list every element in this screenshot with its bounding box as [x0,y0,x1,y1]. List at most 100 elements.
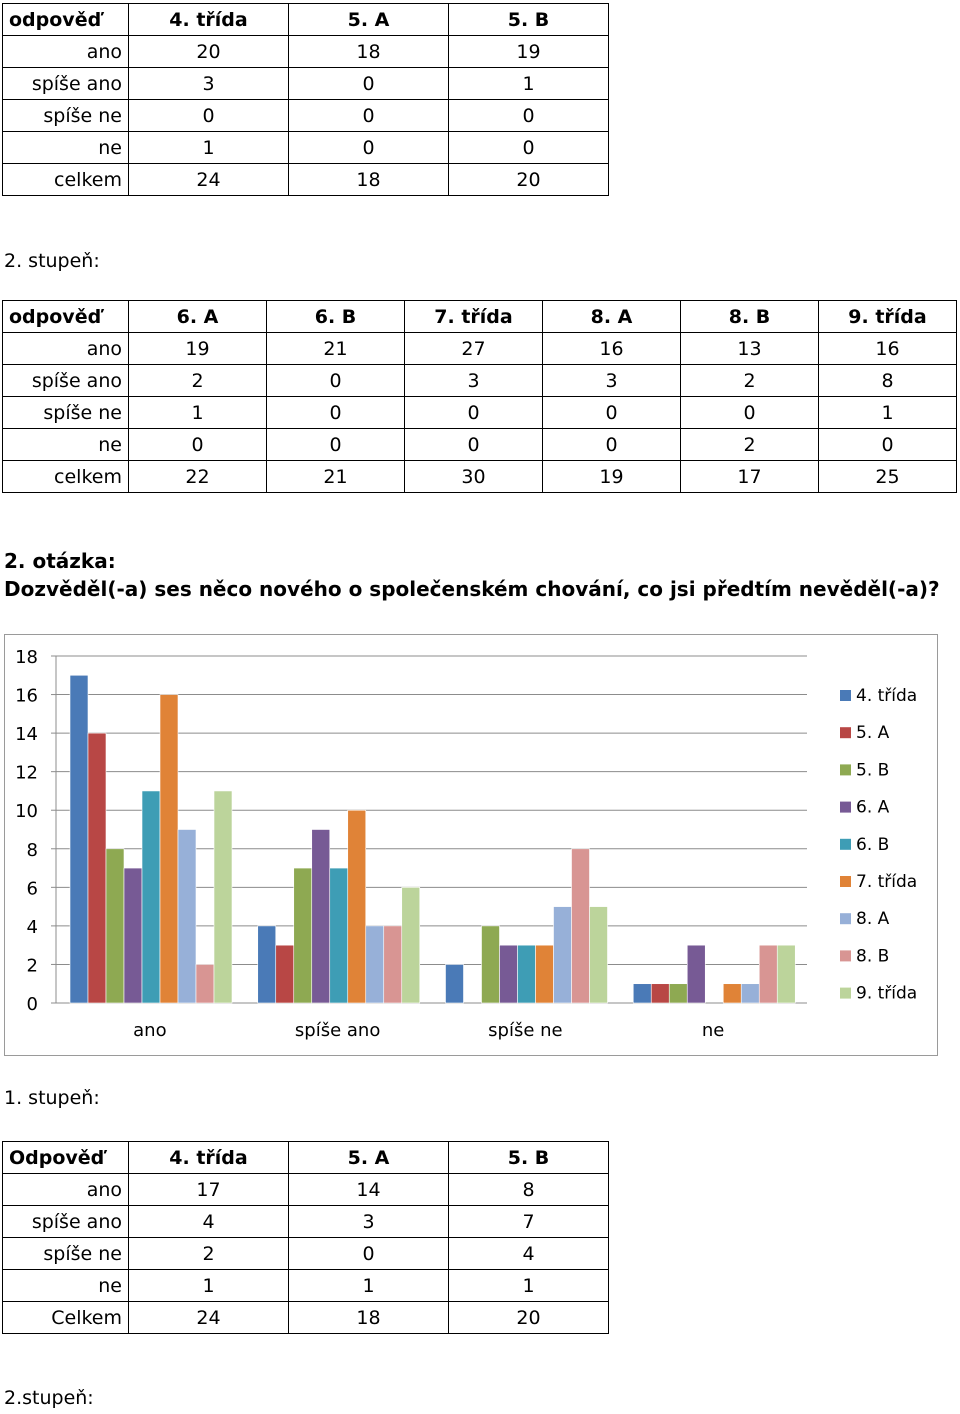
bar-8-b-3 [758,944,778,1004]
table-cell: 25 [818,460,957,493]
bar-4-t-da-2 [445,964,464,1004]
x-category-label: ano [133,1020,166,1041]
table-cell: 2 [128,1237,289,1270]
bar-6-a-2 [499,944,518,1004]
table-cell: 0 [288,1237,449,1270]
bar-5-a-0 [87,732,107,1004]
bar-6-b-0 [141,790,161,1004]
table-cell: 16 [818,332,957,365]
bar-8-a-0 [177,829,197,1004]
bar-6-b-2 [517,944,536,1004]
table-cell: 1 [128,131,289,164]
table-cell: 0 [542,428,681,461]
legend-swatch [840,987,851,999]
row-label-cell: spíše ano [2,1205,129,1238]
bar-chart: 0 2 4 6 8 10 12 14 16 18 ano spíše ano spíše ne ne 4. … [4,634,938,1056]
row-label-cell: spíše ano [2,364,129,397]
caption-stupen-1: 1. stupeň: [4,1087,100,1109]
table-cell: 21 [266,332,405,365]
bar-7-t-da-2 [535,944,554,1004]
table-cell: 8 [448,1173,609,1206]
table-cell: 20 [448,163,609,196]
bar-7-t-da-1 [347,809,367,1004]
bar-5-a-1 [275,944,295,1004]
table-body: odpověď 6. A 6. B 7. třída 8. A 8. B 9. třída a… [2,300,957,493]
bar-8-b-0 [195,964,215,1004]
table-row: spíše ano 2 0 3 3 2 8 [2,364,957,397]
question-number: 2. otázka: [4,549,116,573]
y-tick-label: 16 [15,686,38,707]
table-row: spíše ano 4 3 7 [2,1205,609,1238]
bar-7-t-da-0 [159,694,179,1004]
bar-6-b-1 [329,867,349,1004]
table-header-row: odpověď 4. třída 5. A 5. B [2,3,609,36]
legend-swatch [840,913,851,925]
table-cell: 0 [288,131,449,164]
table-cell: 1 [128,1269,289,1302]
table-row: spíše ano 3 0 1 [2,67,609,100]
bar-4-t-da-1 [257,925,277,1004]
row-label-cell: ne [2,131,129,164]
bar-7-t-da-3 [722,983,742,1004]
table-cell: 21 [266,460,405,493]
bar-9-t-da-0 [213,790,233,1004]
legend-swatch [840,950,851,962]
header-cell: 6. B [266,300,405,333]
table-cell: 0 [542,396,681,429]
legend-swatch [840,764,851,776]
header-cell-label: odpověď [2,300,129,333]
table-row: ne 1 0 0 [2,131,609,164]
table-cell: 2 [680,364,819,397]
table-cell: 17 [680,460,819,493]
caption-stupen-2: 2. stupeň: [4,250,100,272]
header-cell: 4. třída [128,3,289,36]
table-cell: 17 [128,1173,289,1206]
table-cell: 24 [128,1301,289,1334]
header-cell: 6. A [128,300,267,333]
row-label-cell: spíše ne [2,396,129,429]
y-tick-label: 18 [15,647,38,668]
table-cell: 1 [288,1269,449,1302]
table-cell: 2 [680,428,819,461]
y-tick-label: 14 [15,724,38,745]
table-cell: 0 [448,131,609,164]
table-cell: 19 [542,460,681,493]
table-cell: 0 [266,428,405,461]
table-cell: 1 [818,396,957,429]
table-row: spíše ne 1 0 0 0 0 1 [2,396,957,429]
y-tick-label: 10 [15,801,38,822]
table-2-stupen-q1: odpověď 6. A 6. B 7. třída 8. A 8. B 9. třída a… [2,300,957,493]
table-row: spíše ne 2 0 4 [2,1237,609,1270]
legend-label: 8. B [856,946,889,966]
table-cell: 3 [288,1205,449,1238]
y-tick-label: 8 [27,840,38,861]
legend-label: 8. A [856,909,890,929]
table-cell: 30 [404,460,543,493]
caption-stupen-2-bottom: 2.stupeň: [4,1387,94,1409]
bar-6-a-0 [123,867,143,1004]
table-cell: 0 [266,364,405,397]
row-label-cell: Celkem [2,1301,129,1334]
header-cell-label: odpověď [2,3,129,36]
bar-6-a-1 [311,829,331,1004]
table-cell: 18 [288,163,449,196]
row-label-cell: ne [2,428,129,461]
table-cell: 22 [128,460,267,493]
header-cell: 9. třída [818,300,957,333]
x-category-label: ne [702,1020,724,1041]
table-row: ano 17 14 8 [2,1173,609,1206]
row-label-cell: spíše ne [2,99,129,132]
bar-5-b-3 [668,983,688,1004]
table-cell: 1 [448,67,609,100]
legend-label: 7. třída [856,872,917,892]
y-tick-label: 6 [27,878,38,899]
table-cell: 3 [128,67,289,100]
legend-label: 5. A [856,723,890,743]
legend-swatch [840,801,851,813]
table-cell: 0 [448,99,609,132]
table-row: spíše ne 0 0 0 [2,99,609,132]
table-row: ne 0 0 0 0 2 0 [2,428,957,461]
header-cell: 5. A [288,1141,449,1174]
